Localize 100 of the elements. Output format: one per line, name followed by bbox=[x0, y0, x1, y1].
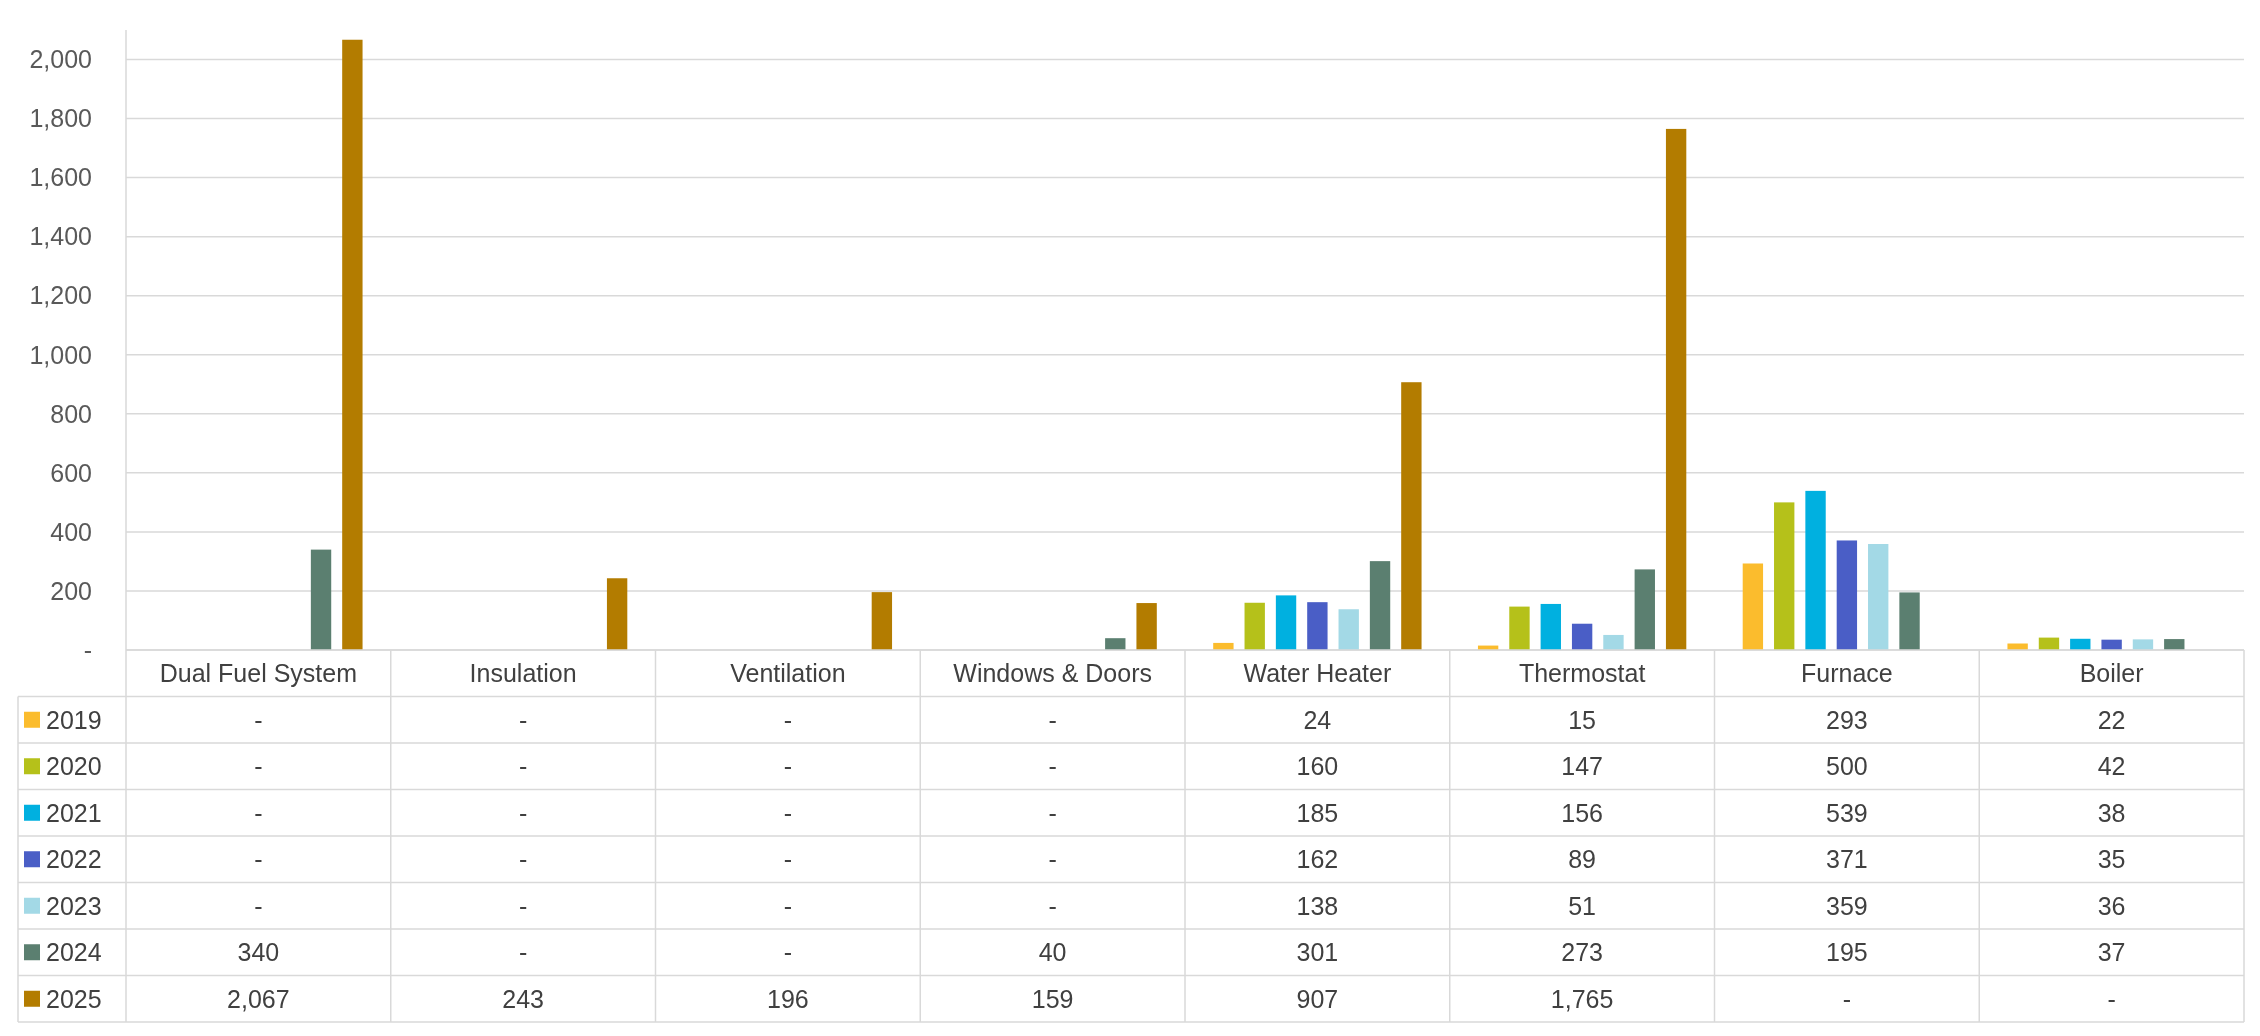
data-label: - bbox=[254, 752, 263, 780]
data-label: - bbox=[518, 845, 528, 873]
data-label: 159 bbox=[1031, 984, 1074, 1013]
x-tick-label: Water Heater bbox=[1243, 659, 1392, 687]
y-tick-label: 1,600 bbox=[29, 163, 92, 192]
data-label: 89 bbox=[1568, 845, 1597, 873]
bar bbox=[871, 592, 893, 650]
data-label: 138 bbox=[1296, 891, 1339, 920]
x-tick-label: Furnace bbox=[1801, 659, 1893, 687]
data-label: 907 bbox=[1296, 984, 1339, 1013]
data-label: - bbox=[254, 798, 263, 827]
data-label: 359 bbox=[1826, 891, 1868, 920]
bar bbox=[2132, 639, 2154, 650]
data-label: 38 bbox=[2097, 798, 2126, 827]
bar bbox=[1369, 561, 1391, 650]
data-label: 36 bbox=[2097, 891, 2126, 920]
bar bbox=[1275, 595, 1297, 650]
bar bbox=[1401, 382, 1422, 650]
x-tick-label: Dual Fuel System bbox=[159, 659, 358, 687]
bar bbox=[1540, 603, 1561, 650]
legend-label: 2021 bbox=[46, 798, 102, 827]
data-label: - bbox=[518, 752, 528, 780]
data-label: 371 bbox=[1826, 845, 1868, 873]
bar bbox=[1868, 544, 1889, 650]
data-label: 195 bbox=[1826, 938, 1868, 966]
legend-label: 2020 bbox=[46, 752, 102, 780]
data-label: 301 bbox=[1296, 938, 1339, 966]
y-tick-label: 200 bbox=[50, 576, 92, 605]
bar bbox=[1307, 602, 1328, 650]
data-label: - bbox=[1048, 798, 1057, 827]
bar bbox=[1509, 606, 1530, 650]
data-label: - bbox=[783, 798, 793, 827]
x-tick-label: Windows & Doors bbox=[953, 659, 1152, 687]
data-label: 40 bbox=[1038, 938, 1067, 966]
bar bbox=[1665, 128, 1687, 650]
bar bbox=[1805, 490, 1826, 650]
data-label: 196 bbox=[767, 984, 809, 1013]
legend-label: 2025 bbox=[46, 984, 102, 1013]
bar bbox=[1742, 563, 1764, 650]
data-label: - bbox=[254, 705, 263, 734]
legend-label: 2022 bbox=[46, 845, 102, 873]
bar bbox=[310, 549, 332, 650]
data-label: 42 bbox=[2097, 752, 2126, 780]
data-label: - bbox=[2107, 984, 2116, 1013]
data-label: - bbox=[783, 705, 793, 734]
bar bbox=[1244, 602, 1265, 650]
data-label: 160 bbox=[1296, 752, 1339, 780]
data-label: 1,765 bbox=[1550, 984, 1614, 1013]
y-tick-label: 1,000 bbox=[29, 340, 92, 369]
bar bbox=[606, 578, 628, 650]
x-tick-label: Thermostat bbox=[1518, 659, 1646, 687]
data-label: - bbox=[783, 752, 793, 780]
data-label: 243 bbox=[502, 984, 544, 1013]
y-tick-label: 400 bbox=[50, 517, 92, 546]
bar bbox=[1603, 634, 1624, 650]
data-label: - bbox=[1048, 845, 1057, 873]
data-label: - bbox=[783, 938, 793, 966]
data-label: 162 bbox=[1296, 845, 1339, 873]
bar bbox=[1105, 638, 1126, 650]
data-label: 35 bbox=[2097, 845, 2126, 873]
y-tick-label: 1,200 bbox=[29, 281, 92, 310]
data-label: 500 bbox=[1826, 752, 1868, 780]
bar bbox=[2164, 639, 2185, 650]
data-label: 15 bbox=[1568, 705, 1597, 734]
data-label: 340 bbox=[237, 938, 280, 966]
data-label: 24 bbox=[1303, 705, 1332, 734]
bar bbox=[2101, 639, 2122, 650]
data-label: 51 bbox=[1568, 891, 1597, 920]
bar bbox=[1836, 540, 1858, 650]
data-label: 156 bbox=[1561, 798, 1603, 827]
bar bbox=[342, 39, 363, 650]
bar bbox=[1571, 623, 1593, 650]
bar bbox=[1899, 592, 1920, 650]
y-tick-label: 800 bbox=[50, 399, 92, 428]
x-tick-label: Ventilation bbox=[730, 659, 846, 687]
y-tick-label: 1,800 bbox=[29, 104, 92, 133]
legend-label: 2024 bbox=[46, 938, 102, 966]
data-label: - bbox=[1842, 984, 1852, 1013]
y-tick-label: - bbox=[83, 635, 92, 664]
legend-label: 2019 bbox=[46, 705, 102, 734]
data-label: 2,067 bbox=[227, 984, 290, 1013]
data-label: 185 bbox=[1296, 798, 1339, 827]
data-label: - bbox=[518, 938, 528, 966]
data-label: 293 bbox=[1826, 705, 1868, 734]
data-label: - bbox=[518, 798, 528, 827]
data-label: - bbox=[254, 891, 263, 920]
data-label: 147 bbox=[1561, 752, 1603, 780]
bar bbox=[1774, 502, 1795, 650]
bar bbox=[1338, 609, 1359, 650]
data-label: 273 bbox=[1561, 938, 1603, 966]
data-label: - bbox=[254, 845, 263, 873]
y-tick-label: 1,400 bbox=[29, 222, 92, 251]
data-label: - bbox=[518, 891, 528, 920]
y-tick-label: 600 bbox=[50, 458, 92, 487]
data-label: 539 bbox=[1826, 798, 1868, 827]
data-label: - bbox=[1048, 705, 1057, 734]
x-tick-label: Insulation bbox=[469, 659, 577, 687]
bar bbox=[1136, 603, 1157, 650]
data-label: - bbox=[783, 891, 793, 920]
y-tick-label: 2,000 bbox=[29, 45, 92, 74]
